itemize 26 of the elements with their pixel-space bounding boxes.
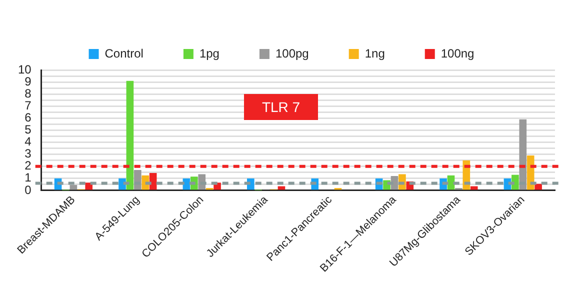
bar (142, 175, 150, 190)
legend-label: 1ng (364, 46, 385, 60)
legend-label: 100pg (275, 46, 309, 60)
bar (118, 178, 126, 190)
bar (126, 80, 134, 190)
bar (519, 119, 527, 190)
y-tick-label: 2 (24, 158, 32, 173)
legend-label: 100ng (440, 46, 474, 60)
legend-label: 1pg (199, 46, 220, 60)
y-tick-label: 7 (24, 98, 32, 112)
y-tick-label: 3 (24, 146, 32, 161)
bar (70, 185, 78, 190)
bar (149, 173, 157, 190)
bar (85, 182, 93, 190)
y-tick-label: 4 (24, 134, 32, 149)
bar (534, 184, 542, 190)
y-tick-label: 1 (24, 170, 32, 185)
y-tick-label: 8 (24, 86, 32, 100)
legend-label: Control (104, 46, 144, 60)
y-tick-label: 9 (24, 74, 32, 88)
bar (512, 174, 519, 190)
y-tick-label: 0 (24, 182, 32, 197)
annotation: TLR 7 (244, 94, 318, 120)
y-tick-label: 5 (24, 122, 32, 137)
y-tick-label: 6 (24, 110, 32, 125)
y-tick-label: 10 (18, 62, 32, 76)
